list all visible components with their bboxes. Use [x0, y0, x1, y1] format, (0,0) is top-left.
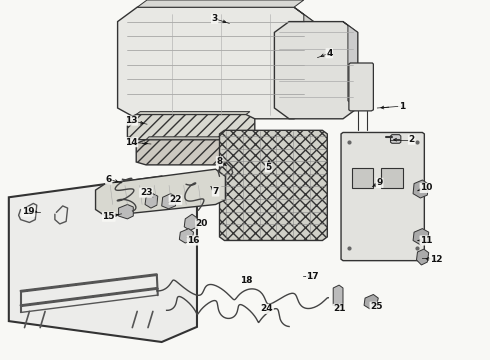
Polygon shape — [162, 194, 176, 209]
Polygon shape — [413, 229, 429, 245]
Polygon shape — [119, 204, 133, 219]
Text: 13: 13 — [125, 116, 138, 125]
Polygon shape — [118, 7, 314, 119]
Polygon shape — [136, 140, 265, 165]
Text: 20: 20 — [196, 220, 208, 229]
Polygon shape — [96, 169, 225, 216]
Polygon shape — [352, 168, 373, 188]
Text: 8: 8 — [217, 157, 222, 166]
Polygon shape — [413, 180, 429, 198]
Text: 3: 3 — [212, 14, 218, 23]
Polygon shape — [391, 135, 401, 143]
Polygon shape — [146, 137, 260, 140]
Text: 7: 7 — [212, 187, 219, 196]
Polygon shape — [137, 0, 304, 7]
Polygon shape — [9, 176, 197, 342]
Polygon shape — [341, 132, 424, 261]
Text: 25: 25 — [370, 302, 383, 311]
Polygon shape — [274, 22, 358, 119]
Text: 23: 23 — [140, 188, 152, 197]
Polygon shape — [127, 114, 255, 140]
Text: 9: 9 — [376, 179, 383, 188]
Polygon shape — [364, 294, 378, 309]
Text: 22: 22 — [169, 195, 182, 204]
Text: 5: 5 — [266, 163, 271, 172]
Text: 10: 10 — [420, 184, 433, 193]
Polygon shape — [343, 22, 358, 108]
Polygon shape — [184, 214, 197, 230]
Polygon shape — [416, 249, 429, 265]
Text: 6: 6 — [106, 175, 112, 184]
Text: 15: 15 — [102, 212, 115, 221]
Text: 11: 11 — [420, 236, 433, 245]
Polygon shape — [136, 112, 250, 114]
Polygon shape — [333, 285, 343, 308]
Text: 19: 19 — [22, 207, 35, 216]
Polygon shape — [349, 63, 373, 111]
Text: 2: 2 — [409, 135, 415, 144]
Text: 14: 14 — [125, 138, 138, 147]
Polygon shape — [220, 130, 327, 240]
Polygon shape — [179, 229, 194, 243]
Text: 12: 12 — [430, 255, 442, 264]
Polygon shape — [294, 7, 314, 108]
Text: 4: 4 — [326, 49, 333, 58]
Text: 17: 17 — [306, 272, 319, 281]
Text: 1: 1 — [399, 102, 405, 111]
Polygon shape — [145, 194, 158, 208]
Polygon shape — [381, 168, 403, 188]
Text: 18: 18 — [240, 276, 252, 284]
Text: 21: 21 — [333, 304, 345, 313]
Text: 16: 16 — [187, 236, 200, 245]
Text: 24: 24 — [261, 304, 273, 313]
